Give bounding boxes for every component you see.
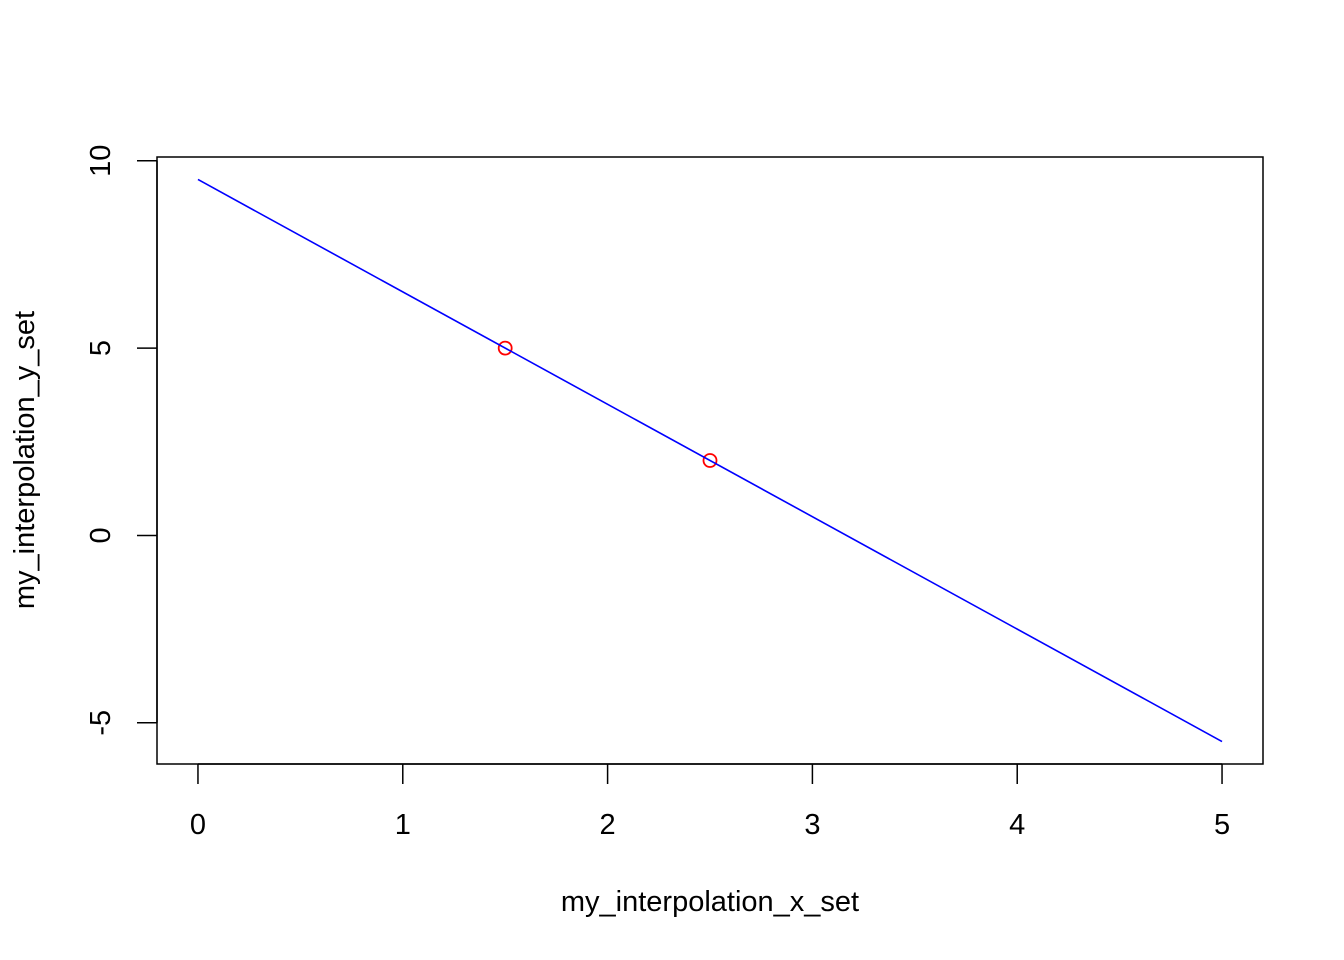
- y-tick-label: 5: [85, 340, 117, 356]
- x-tick-label: 2: [600, 809, 616, 841]
- x-tick-label: 5: [1214, 809, 1230, 841]
- y-tick-label: 0: [85, 527, 117, 543]
- x-tick-label: 0: [190, 809, 206, 841]
- y-tick-label: 10: [85, 145, 117, 177]
- y-tick-label: -5: [85, 710, 117, 736]
- data-point: [702, 453, 718, 468]
- x-tick-label: 3: [804, 809, 820, 841]
- data-point: [497, 340, 513, 356]
- x-axis: 0 1 2 3 4 5: [190, 763, 1230, 841]
- series-layer: [197, 178, 1223, 743]
- series-line: [197, 178, 1223, 743]
- y-axis: -5 0 5 10: [85, 145, 158, 736]
- x-tick-label: 1: [395, 809, 411, 841]
- x-axis-label: my_interpolation_x_set: [561, 886, 859, 918]
- y-axis-label: my_interpolation_y_set: [9, 311, 41, 609]
- x-tick-label: 4: [1009, 809, 1025, 841]
